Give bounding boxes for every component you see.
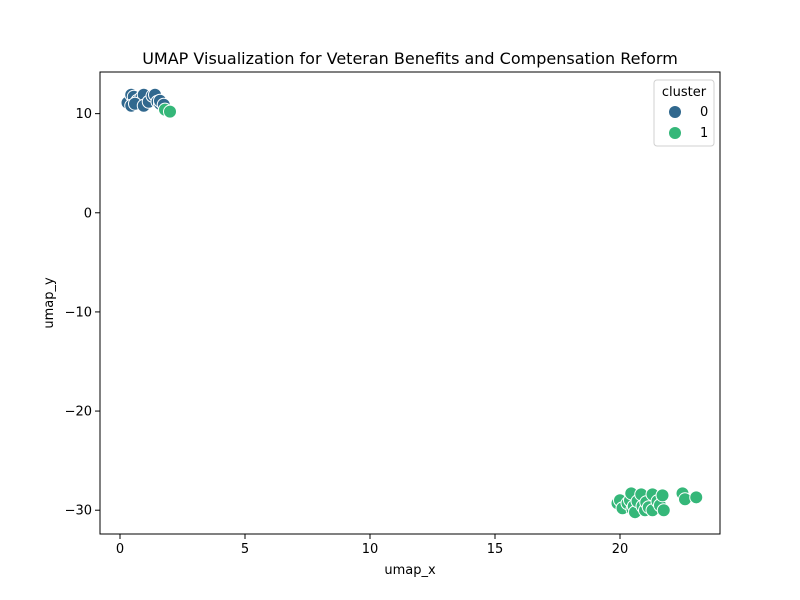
legend-box xyxy=(653,79,715,147)
scatter-point-cluster-1 xyxy=(655,488,670,503)
y-axis: 10 0 −10 −20 −30 xyxy=(65,107,100,519)
x-tick-label: 20 xyxy=(612,542,629,557)
scatter-point-cluster-1 xyxy=(163,104,177,119)
x-axis-label: umap_x xyxy=(384,563,436,578)
x-tick-label: 15 xyxy=(487,542,504,557)
chart-title: UMAP Visualization for Veteran Benefits … xyxy=(142,49,678,68)
y-tick-label: 10 xyxy=(75,107,92,122)
y-tick-label: −10 xyxy=(65,305,92,320)
legend-marker-1 xyxy=(669,127,681,139)
x-tick-label: 5 xyxy=(241,542,249,557)
y-axis-label: umap_y xyxy=(42,277,57,329)
legend-label-1: 1 xyxy=(700,126,708,141)
legend: cluster 0 1 xyxy=(653,79,715,147)
x-tick-label: 0 xyxy=(116,542,124,557)
legend-title: cluster xyxy=(662,85,707,100)
points-layer xyxy=(120,87,704,520)
legend-label-0: 0 xyxy=(700,105,708,120)
scatter-point-cluster-1 xyxy=(656,503,671,518)
scatter-point-cluster-1 xyxy=(689,490,704,505)
plot-area xyxy=(99,71,721,535)
y-tick-label: 0 xyxy=(84,206,92,221)
y-tick-label: −30 xyxy=(65,504,92,519)
x-tick-label: 10 xyxy=(362,542,379,557)
x-axis: 0 5 10 15 20 xyxy=(116,534,628,557)
legend-marker-0 xyxy=(669,106,681,118)
y-tick-label: −20 xyxy=(65,405,92,420)
